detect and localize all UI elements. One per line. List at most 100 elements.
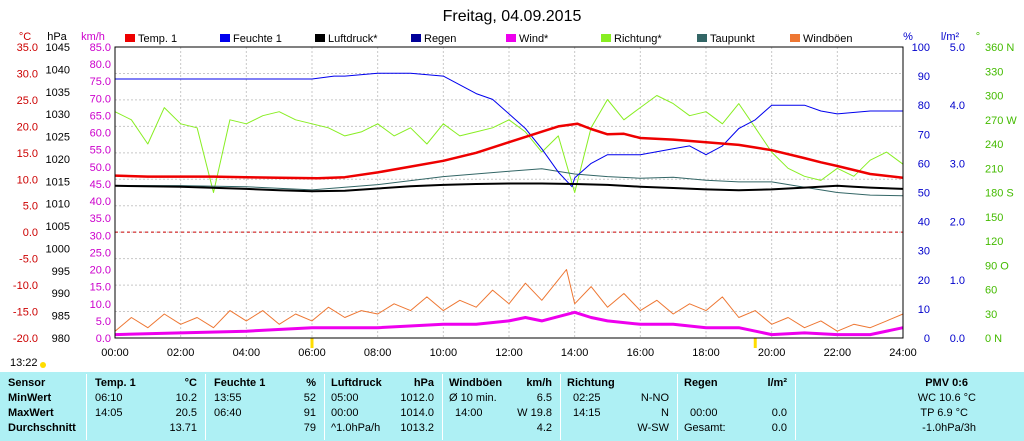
y-tick-direction: 180 S	[985, 188, 1014, 200]
y-tick-hpa: 1030	[46, 109, 70, 121]
stats-regen-total-label: Gesamt:	[684, 422, 726, 434]
x-tick: 22:00	[824, 347, 852, 359]
current-time-marker	[40, 362, 46, 368]
y-tick-percent: 80	[918, 100, 930, 112]
stats-temp-value: 13.71	[169, 422, 197, 434]
y-tick-celsius: -20.0	[13, 333, 38, 345]
legend-swatch	[315, 34, 325, 42]
x-marker	[310, 338, 314, 348]
stats-col-regen: Regen l/m² 00:00 0.0 Gesamt: 0.0	[678, 372, 795, 441]
y-tick-rain: 1.0	[950, 275, 965, 287]
y-tick-celsius: -5.0	[19, 254, 38, 266]
axis-unit-kmh: km/h	[81, 31, 105, 43]
y-tick-direction: 150	[985, 212, 1003, 224]
y-tick-celsius: 20.0	[17, 121, 38, 133]
stats-feuchte-header: Feuchte 1	[214, 377, 266, 389]
y-tick-kmh: 10.0	[90, 299, 111, 311]
y-tick-kmh: 60.0	[90, 128, 111, 140]
stats-divider	[442, 374, 443, 440]
x-tick: 08:00	[364, 347, 392, 359]
legend-swatch	[601, 34, 611, 42]
plot-frame	[114, 46, 904, 339]
series-line-luftdruck	[114, 182, 904, 193]
stats-regen-time: 00:00	[690, 407, 718, 419]
stats-col-pmv: PMV 0:6 WC 10.6 °C TP 6.9 °C -1.0hPa/3h	[796, 372, 1024, 441]
y-tick-hpa: 1045	[46, 42, 70, 54]
legend-label: Wind*	[519, 33, 549, 45]
legend-label: Luftdruck*	[328, 33, 378, 45]
y-tick-kmh: 30.0	[90, 230, 111, 242]
stats-richtung-header: Richtung	[567, 377, 615, 389]
y-tick-kmh: 70.0	[90, 93, 111, 105]
y-tick-kmh: 45.0	[90, 179, 111, 191]
y-tick-rain: 3.0	[950, 158, 965, 170]
x-tick: 18:00	[692, 347, 720, 359]
y-tick-percent: 90	[918, 71, 930, 83]
y-tick-kmh: 40.0	[90, 196, 111, 208]
legend-swatch	[220, 34, 230, 42]
stats-col-sensor: Sensor MinWert MaxWert Durchschnitt	[0, 372, 86, 441]
stats-col-luftdruck: Luftdruck hPa 05:00 1012.0 00:00 1014.0 ^1.…	[325, 372, 442, 441]
stats-feuchte-unit: %	[306, 377, 316, 389]
stats-divider	[560, 374, 561, 440]
x-tick: 16:00	[627, 347, 655, 359]
legend-label: Temp. 1	[138, 33, 177, 45]
y-tick-direction: 60	[985, 285, 997, 297]
legend-label: Richtung*	[614, 33, 662, 45]
y-tick-direction: 210	[985, 163, 1003, 175]
stats-luftdruck-header: Luftdruck	[331, 377, 382, 389]
y-tick-celsius: 30.0	[17, 68, 38, 80]
x-tick: 00:00	[101, 347, 129, 359]
y-tick-hpa: 1000	[46, 243, 70, 255]
y-tick-direction: 120	[985, 236, 1003, 248]
y-tick-percent: 70	[918, 129, 930, 141]
stats-luftdruck-time: 05:00	[331, 392, 359, 404]
y-tick-direction: 240	[985, 139, 1003, 151]
y-tick-hpa: 990	[52, 288, 70, 300]
y-tick-kmh: 25.0	[90, 247, 111, 259]
current-time: 13:22	[10, 357, 38, 369]
stats-row-label: MaxWert	[8, 407, 54, 419]
y-tick-kmh: 65.0	[90, 110, 111, 122]
y-tick-hpa: 995	[52, 266, 70, 278]
stats-regen-value: 0.0	[771, 407, 787, 419]
axis-unit-celsius: °C	[19, 31, 31, 43]
y-tick-percent: 10	[918, 304, 930, 316]
grid	[115, 47, 903, 338]
y-tick-rain: 0.0	[950, 333, 965, 345]
y-tick-kmh: 75.0	[90, 76, 111, 88]
stats-temp-value: 20.5	[175, 407, 197, 419]
stats-col-windboeen: Windböen km/h Ø 10 min. 6.5 14:00 W 19.8 4.…	[443, 372, 560, 441]
x-tick: 20:00	[758, 347, 786, 359]
y-tick-celsius: 15.0	[17, 148, 38, 160]
stats-luftdruck-trend: ^1.0hPa/h	[331, 422, 381, 434]
y-tick-hpa: 985	[52, 311, 70, 323]
stats-luftdruck-value: 1014.0	[400, 407, 434, 419]
y-tick-rain: 2.0	[950, 217, 965, 229]
y-tick-kmh: 80.0	[90, 59, 111, 71]
y-tick-hpa: 1010	[46, 199, 70, 211]
y-tick-kmh: 55.0	[90, 145, 111, 157]
legend: Temp. 1 Feuchte 1 Luftdruck* Regen Wind* Rich…	[125, 33, 853, 45]
y-tick-percent: 60	[918, 158, 930, 170]
stats-feuchte-time: 06:40	[214, 407, 242, 419]
y-tick-rain: 4.0	[950, 100, 965, 112]
y-tick-kmh: 35.0	[90, 213, 111, 225]
y-tick-celsius: 0.0	[23, 227, 38, 239]
y-tick-percent: 100	[912, 42, 930, 54]
legend-label: Windböen	[803, 33, 853, 45]
legend-label: Regen	[424, 33, 456, 45]
stats-row-label: Durchschnitt	[8, 422, 76, 434]
y-tick-kmh: 5.0	[96, 316, 111, 328]
y-tick-percent: 0	[924, 333, 930, 345]
x-tick: 10:00	[430, 347, 458, 359]
y-tick-direction: 360 N	[985, 42, 1014, 54]
legend-label: Taupunkt	[710, 33, 755, 45]
stats-windboeen-header: Windböen	[449, 377, 503, 389]
stats-windboeen-value: 4.2	[536, 422, 552, 434]
x-tick: 02:00	[167, 347, 195, 359]
y-tick-celsius: 25.0	[17, 95, 38, 107]
y-tick-hpa: 1040	[46, 64, 70, 76]
y-tick-kmh: 20.0	[90, 265, 111, 277]
legend-swatch	[125, 34, 135, 42]
